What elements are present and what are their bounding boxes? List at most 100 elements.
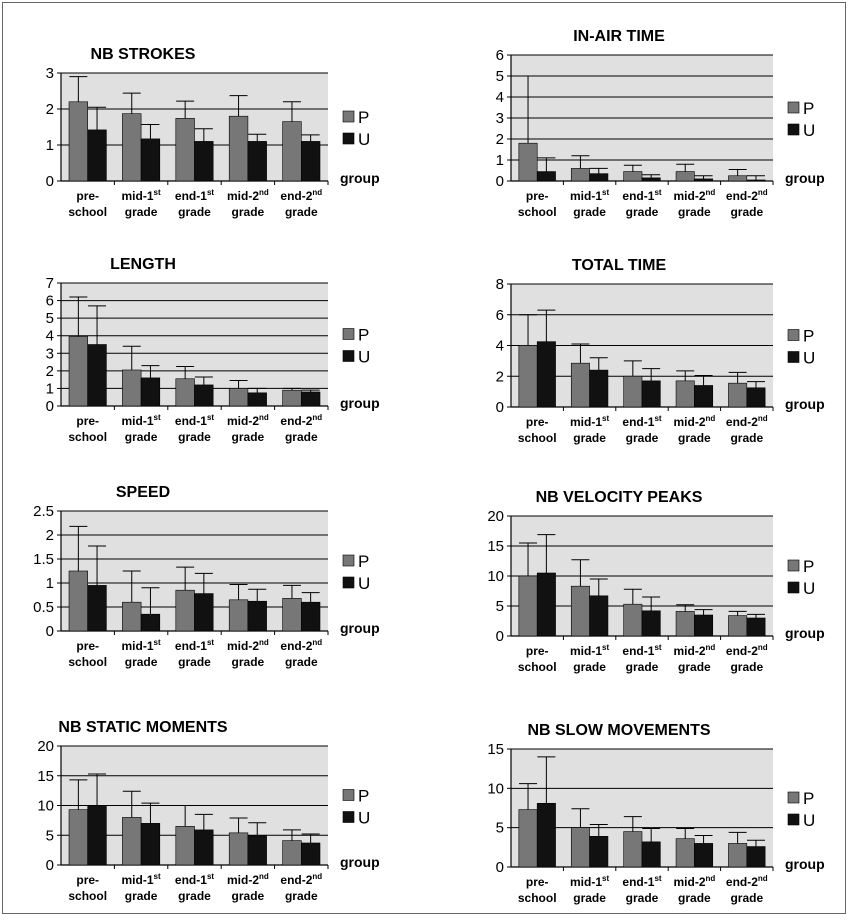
y-tick-label: 8 bbox=[496, 276, 504, 293]
bar-U-1 bbox=[87, 805, 107, 866]
category-label: pre- bbox=[526, 644, 549, 658]
legend-label-P: P bbox=[803, 557, 814, 576]
category-label: end-2nd bbox=[726, 414, 768, 429]
bar-U-3 bbox=[641, 177, 661, 182]
bar-P-2 bbox=[570, 168, 590, 182]
y-tick-label: 1 bbox=[46, 380, 54, 397]
y-tick-label: 15 bbox=[487, 538, 504, 555]
bar-P-2 bbox=[570, 827, 590, 868]
bar-P-3 bbox=[623, 603, 643, 637]
bar-P-4 bbox=[675, 838, 695, 868]
bar-P-4 bbox=[228, 599, 249, 632]
bar-P-4 bbox=[675, 611, 695, 637]
category-label-line2: grade bbox=[626, 660, 659, 674]
y-tick-label: 2 bbox=[496, 131, 504, 148]
bar-U-1 bbox=[87, 129, 107, 182]
legend-label-P: P bbox=[358, 108, 369, 127]
bar-P-2 bbox=[122, 601, 142, 632]
category-label: mid-2nd bbox=[227, 188, 269, 203]
bar-U-4 bbox=[694, 178, 714, 182]
bar-U-4 bbox=[694, 843, 714, 868]
legend-swatch-U bbox=[787, 123, 800, 136]
category-label: mid-1st bbox=[122, 413, 161, 428]
bar-U-4 bbox=[247, 392, 267, 407]
bar-P-1 bbox=[518, 142, 538, 182]
category-label-line2: grade bbox=[730, 660, 763, 674]
category-label: mid-2nd bbox=[674, 874, 716, 889]
bar-P-4 bbox=[228, 832, 249, 866]
category-label-line2: grade bbox=[730, 431, 763, 445]
bar-U-3 bbox=[194, 593, 214, 632]
chart-title: NB STATIC MOMENTS bbox=[58, 719, 228, 736]
chart-title: TOTAL TIME bbox=[572, 257, 667, 274]
category-label-line2: grade bbox=[573, 205, 606, 219]
category-label-line2: grade bbox=[730, 891, 763, 905]
legend-swatch-U bbox=[342, 132, 355, 145]
category-label: pre- bbox=[76, 414, 99, 428]
x-axis-label: group bbox=[340, 620, 380, 636]
bar-P-2 bbox=[122, 113, 142, 182]
y-tick-label: 0 bbox=[46, 398, 54, 415]
y-tick-label: 0 bbox=[496, 628, 504, 645]
category-label: end-1st bbox=[175, 188, 214, 203]
category-label: end-2nd bbox=[726, 188, 768, 203]
bar-P-3 bbox=[175, 589, 195, 632]
category-label: mid-1st bbox=[570, 874, 609, 889]
category-label-line2: grade bbox=[626, 205, 659, 219]
category-label: end-1st bbox=[175, 872, 214, 887]
bar-U-1 bbox=[536, 802, 556, 868]
bar-U-4 bbox=[694, 385, 714, 408]
y-tick-label: 6 bbox=[46, 293, 54, 310]
legend-swatch-P bbox=[787, 791, 800, 804]
y-tick-label: 10 bbox=[37, 798, 54, 815]
legend-swatch-P bbox=[787, 101, 800, 114]
category-label: end-2nd bbox=[280, 413, 322, 428]
bar-U-1 bbox=[536, 572, 556, 637]
y-tick-label: 2 bbox=[46, 101, 54, 118]
y-tick-label: 0 bbox=[46, 623, 54, 640]
category-label: end-1st bbox=[622, 188, 661, 203]
legend-label-U: U bbox=[803, 811, 815, 830]
legend-swatch-U bbox=[342, 350, 355, 362]
category-label-line2: grade bbox=[285, 655, 318, 669]
y-tick-label: 6 bbox=[496, 47, 504, 64]
bar-U-2 bbox=[589, 595, 609, 637]
bar-P-5 bbox=[728, 175, 748, 182]
category-label-line2: grade bbox=[573, 431, 606, 445]
bar-P-5 bbox=[282, 598, 302, 632]
x-axis-label: group bbox=[340, 170, 380, 186]
y-tick-label: 5 bbox=[46, 310, 54, 327]
legend-label-P: P bbox=[803, 327, 814, 346]
category-label: mid-2nd bbox=[674, 643, 716, 658]
bar-U-5 bbox=[300, 391, 321, 407]
legend-label-U: U bbox=[358, 348, 370, 367]
legend-swatch-U bbox=[787, 813, 800, 826]
chart-title: NB SLOW MOVEMENTS bbox=[527, 722, 710, 739]
legend-swatch-P bbox=[787, 559, 800, 572]
legend-swatch-U bbox=[787, 581, 800, 594]
category-label: end-2nd bbox=[280, 638, 322, 653]
legend-label-P: P bbox=[358, 552, 369, 571]
bar-P-3 bbox=[175, 378, 195, 407]
bar-P-4 bbox=[228, 388, 249, 407]
chart-title: SPEED bbox=[116, 484, 170, 501]
x-axis-label: group bbox=[785, 170, 825, 186]
category-label-line2: school bbox=[518, 660, 557, 674]
category-label-line2: grade bbox=[573, 891, 606, 905]
bar-U-3 bbox=[194, 829, 214, 866]
category-label: pre- bbox=[526, 875, 549, 889]
category-label-line2: school bbox=[68, 655, 107, 669]
category-label-line2: grade bbox=[730, 205, 763, 219]
bar-U-2 bbox=[140, 138, 161, 182]
bar-P-1 bbox=[518, 809, 538, 868]
category-label-line2: school bbox=[518, 205, 557, 219]
bar-U-2 bbox=[140, 613, 161, 632]
y-tick-label: 1.5 bbox=[33, 551, 54, 568]
chart-panel-7: NB STATIC MOMENTS 0 5 10 15 20 pre-school mid-1… bbox=[37, 719, 379, 903]
bar-U-5 bbox=[746, 846, 766, 868]
legend-swatch-P bbox=[342, 554, 355, 567]
bar-U-5 bbox=[300, 601, 321, 632]
bar-P-5 bbox=[282, 121, 302, 182]
